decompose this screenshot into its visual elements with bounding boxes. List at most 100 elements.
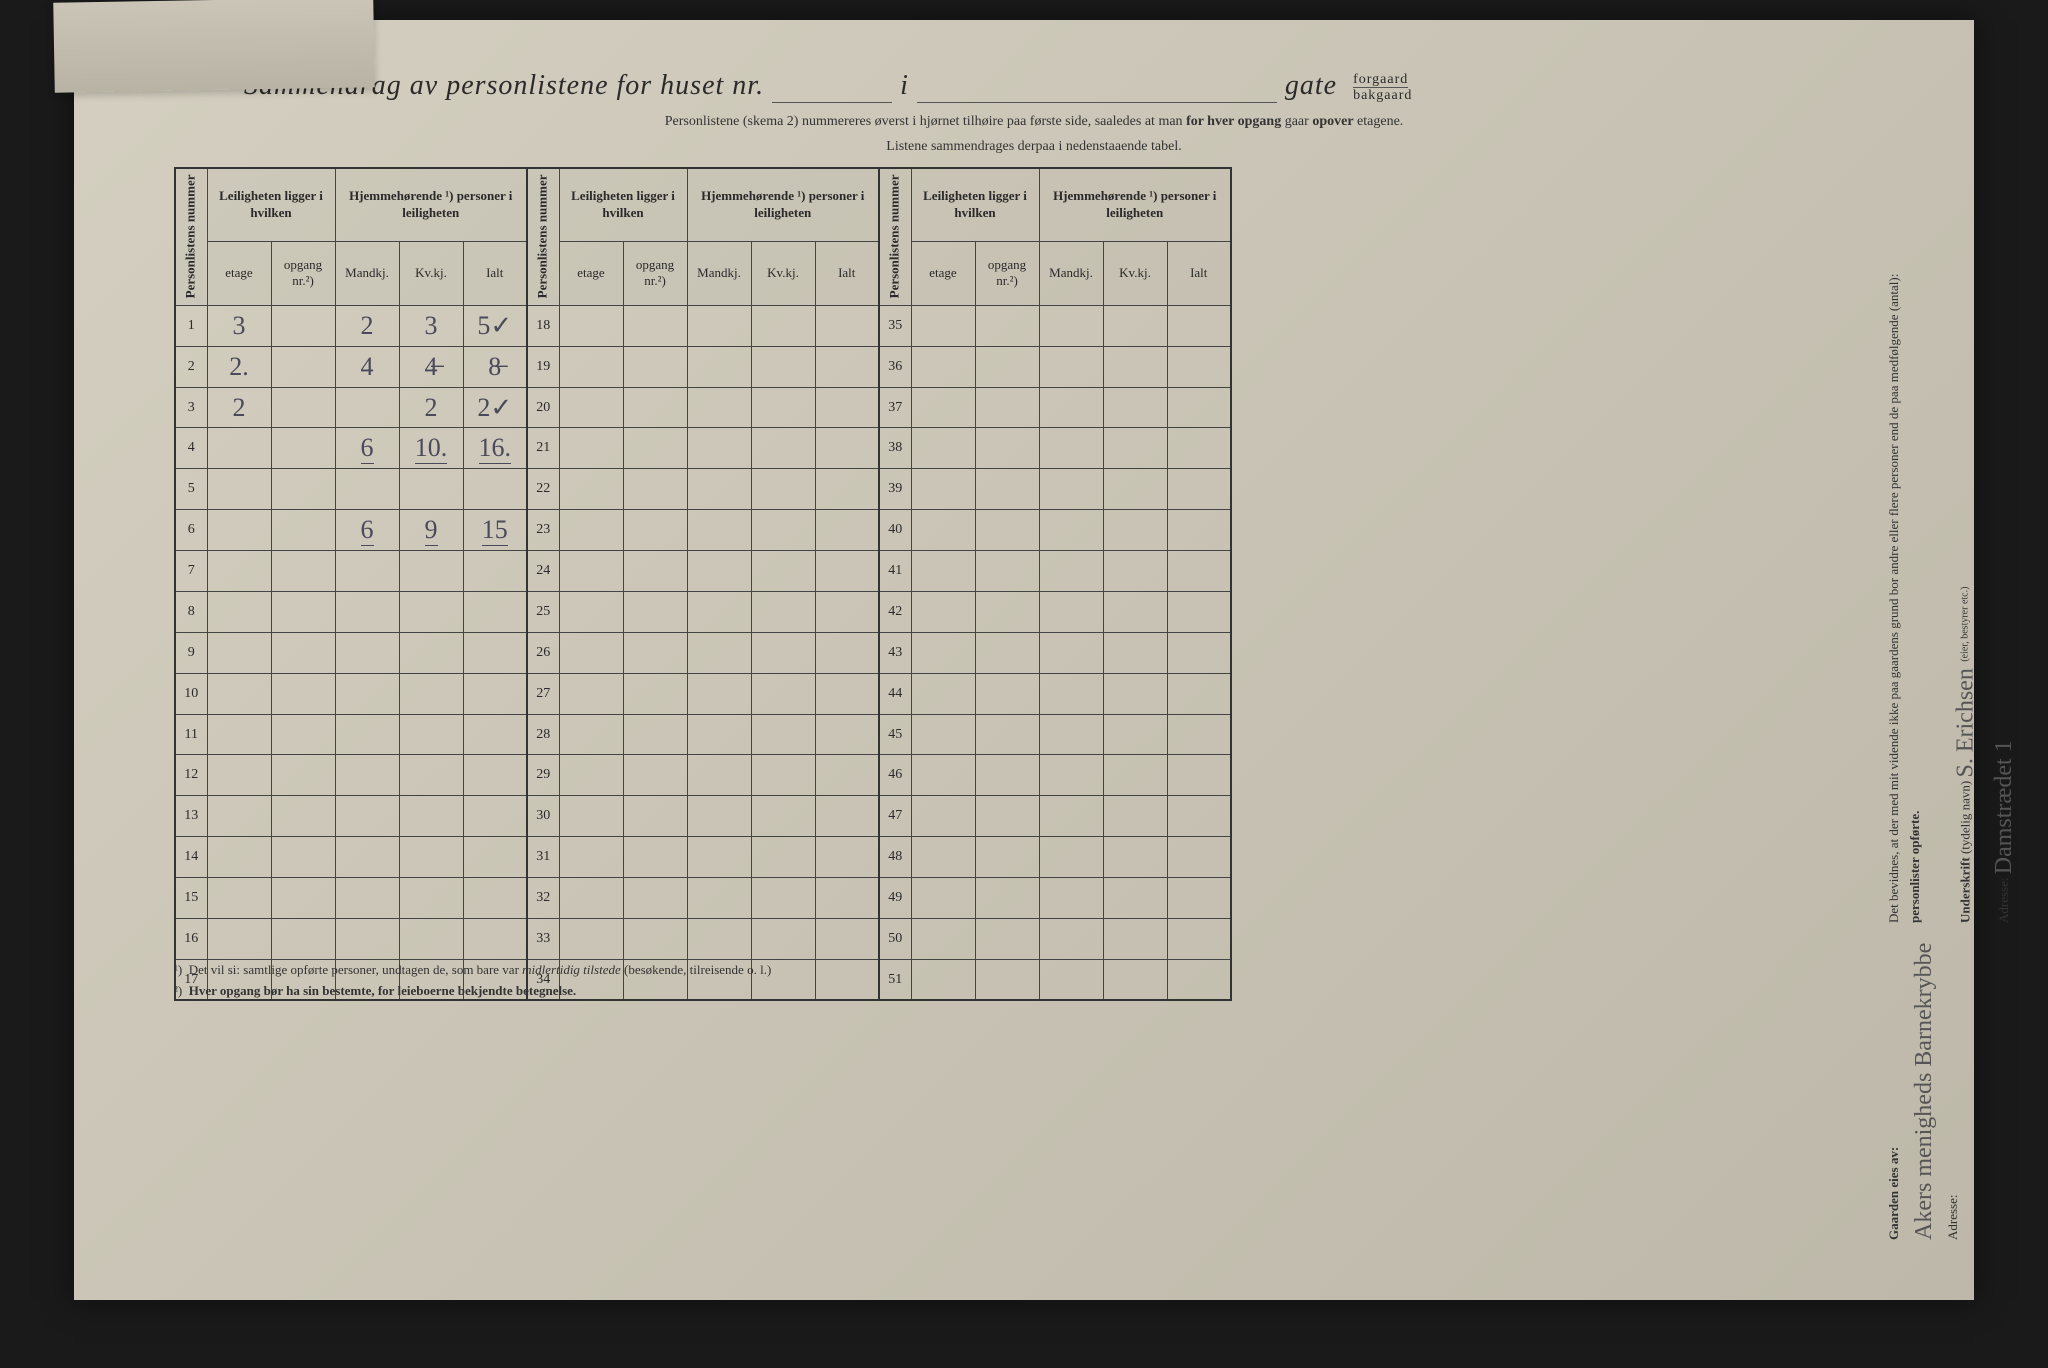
table-cell: 30 [527,796,559,837]
table-cell [623,305,687,346]
table-cell: 9 [399,510,463,551]
table-row: 13235✓1835 [175,305,1231,346]
table-cell: 2 [175,346,207,387]
table-cell: 2 [335,305,399,346]
table-cell [815,918,879,959]
table-cell [815,346,879,387]
table-cell [1167,837,1231,878]
table-cell [975,878,1039,919]
table-cell [623,428,687,469]
table-cell: 5 [175,469,207,510]
th-opgang-3: opgang nr.²) [975,242,1039,306]
table-cell [1039,714,1103,755]
th-hjemmehorende-1: Hjemmehørende ¹) personer i leiligheten [335,168,527,242]
table-cell [751,428,815,469]
table-cell: 8̶ [463,346,527,387]
table-cell [815,959,879,1000]
table-cell [623,632,687,673]
table-cell [207,591,271,632]
page-fold [53,0,375,93]
table-cell [1103,387,1167,428]
table-cell: 35 [879,305,911,346]
table-cell [335,755,399,796]
table-cell [1167,878,1231,919]
table-cell: 6 [175,510,207,551]
table-cell [975,510,1039,551]
table-cell [271,428,335,469]
th-ialt-3: Ialt [1167,242,1231,306]
th-etage-1: etage [207,242,271,306]
table-cell [207,510,271,551]
table-cell [335,387,399,428]
table-cell: 24 [527,551,559,592]
table-cell: 25 [527,591,559,632]
table-cell: 16. [463,428,527,469]
table-cell [1167,551,1231,592]
th-etage-2: etage [559,242,623,306]
title-street-blank [917,70,1277,103]
table-cell [815,714,879,755]
table-cell [911,428,975,469]
table-container: Personlistens nummer Leiligheten ligger … [174,167,1894,952]
th-kvkj-2: Kv.kj. [751,242,815,306]
table-cell [271,305,335,346]
table-cell [1167,796,1231,837]
table-cell [271,469,335,510]
table-cell [687,510,751,551]
table-cell [623,837,687,878]
table-cell [271,510,335,551]
table-cell [1103,918,1167,959]
table-cell: 42 [879,591,911,632]
table-cell [335,632,399,673]
table-cell [1103,878,1167,919]
table-cell [751,469,815,510]
table-cell [975,959,1039,1000]
table-cell [559,878,623,919]
table-cell: 36 [879,346,911,387]
th-leiligheten-1: Leiligheten ligger i hvilken [207,168,335,242]
table-cell [687,591,751,632]
table-cell [623,551,687,592]
table-cell: 50 [879,918,911,959]
th-personlistens-3: Personlistens nummer [879,168,911,305]
table-row: 92643 [175,632,1231,673]
subtitle-1: Personlistene (skema 2) nummereres øvers… [174,111,1894,132]
table-cell [559,346,623,387]
table-cell [975,632,1039,673]
table-cell [687,632,751,673]
table-cell [559,387,623,428]
title-mid: i [900,70,909,101]
table-cell [1167,918,1231,959]
table-cell [463,469,527,510]
table-cell [399,551,463,592]
th-opgang-2: opgang nr.²) [623,242,687,306]
table-cell [687,428,751,469]
table-cell [399,591,463,632]
table-cell [335,796,399,837]
table-cell [911,918,975,959]
table-cell: 40 [879,510,911,551]
table-cell [751,918,815,959]
title-suffix: gate [1285,70,1337,101]
table-cell [1039,387,1103,428]
table-cell [463,673,527,714]
table-cell [687,796,751,837]
table-cell [751,796,815,837]
table-cell [1103,346,1167,387]
subtitle-2: Listene sammendrages derpaa i nedenstaae… [174,136,1894,157]
table-cell [271,591,335,632]
table-cell [911,878,975,919]
table-cell: 51 [879,959,911,1000]
table-cell: 29 [527,755,559,796]
table-cell [911,387,975,428]
table-cell [1167,469,1231,510]
table-cell [911,305,975,346]
table-cell [207,878,271,919]
table-cell [463,755,527,796]
table-row: 4610.16.2138 [175,428,1231,469]
table-cell [687,714,751,755]
table-cell [623,591,687,632]
table-cell: 14 [175,837,207,878]
table-cell [463,551,527,592]
table-cell [751,591,815,632]
